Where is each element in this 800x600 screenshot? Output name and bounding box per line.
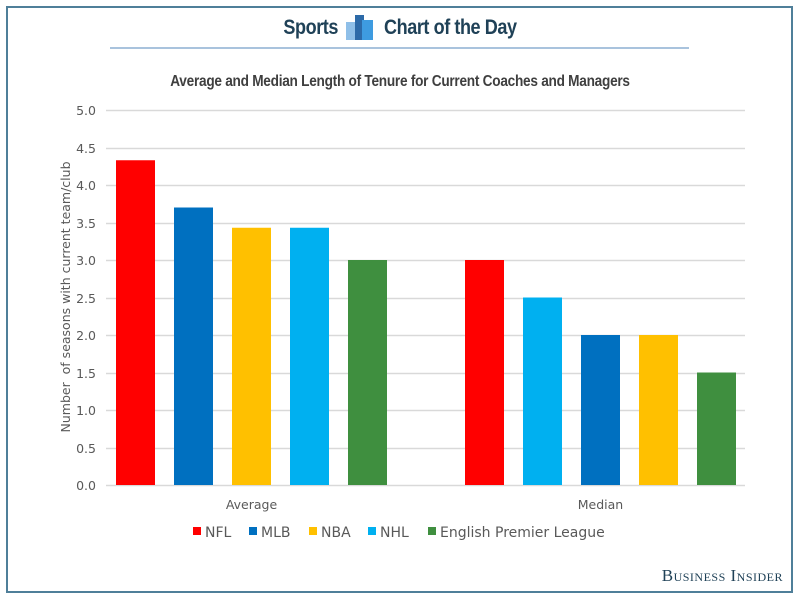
bar-average-nba <box>232 227 271 485</box>
bar-average-english-premier-league <box>348 260 387 485</box>
legend-item: NFL <box>193 525 232 541</box>
y-tick-labels: 0.0 0.5 1.0 1.5 2.0 2.5 3.0 3.5 4.0 4.5 5.0 <box>76 103 96 493</box>
bar-median-english-premier-league <box>697 372 736 485</box>
group-labels: Average Median <box>226 497 623 512</box>
legend-swatch <box>368 527 376 535</box>
legend-swatch <box>193 527 201 535</box>
y-tick-label: 5.0 <box>76 103 96 118</box>
legend-swatch <box>249 527 257 535</box>
header: Sports Chart of the Day <box>0 14 800 44</box>
y-tick-label: 0.5 <box>76 441 96 456</box>
x-group-label: Median <box>578 497 623 512</box>
chart-frame <box>6 6 793 593</box>
icon-bar-dark <box>355 15 364 40</box>
business-insider-logo: Business Insider <box>661 566 783 585</box>
legend-item: English Premier League <box>428 525 605 541</box>
bar-average-nhl <box>290 227 329 485</box>
header-divider <box>110 47 689 49</box>
bar-average-nfl <box>116 160 155 485</box>
y-tick-label: 2.5 <box>76 291 96 306</box>
legend-item: NHL <box>368 525 409 541</box>
y-tick-label: 3.5 <box>76 216 96 231</box>
header-sports-label: Sports <box>283 16 338 39</box>
legend: NFL MLB NBA NHL English Premier League <box>193 525 605 541</box>
y-tick-label: 1.5 <box>76 366 96 381</box>
y-tick-label: 1.0 <box>76 403 96 418</box>
bar-median-nhl <box>523 297 562 485</box>
legend-label: NBA <box>321 525 351 541</box>
y-tick-label: 2.0 <box>76 328 96 343</box>
x-group-label: Average <box>226 497 278 512</box>
bar-average-mlb <box>174 207 213 485</box>
legend-item: NBA <box>309 525 351 541</box>
y-tick-label: 0.0 <box>76 478 96 493</box>
y-axis-label: Number of seasons with current team/club <box>58 161 73 432</box>
y-tick-label: 4.5 <box>76 141 96 156</box>
bar-median-mlb <box>581 335 620 485</box>
bars <box>116 160 736 485</box>
legend-label: English Premier League <box>440 525 605 541</box>
legend-item: MLB <box>249 525 290 541</box>
chart-title: Average and Median Length of Tenure for … <box>170 73 630 90</box>
bar-median-nfl <box>465 260 504 485</box>
icon-bar-medium <box>362 20 373 40</box>
y-tick-label: 3.0 <box>76 253 96 268</box>
bar-median-nba <box>639 335 678 485</box>
header-chart-of-the-day-label: Chart of the Day <box>384 16 517 39</box>
legend-label: NFL <box>205 525 232 541</box>
legend-swatch <box>309 527 317 535</box>
legend-label: MLB <box>261 525 290 541</box>
y-tick-label: 4.0 <box>76 178 96 193</box>
bar-chart-icon <box>346 15 373 40</box>
legend-label: NHL <box>380 525 409 541</box>
legend-swatch <box>428 527 436 535</box>
